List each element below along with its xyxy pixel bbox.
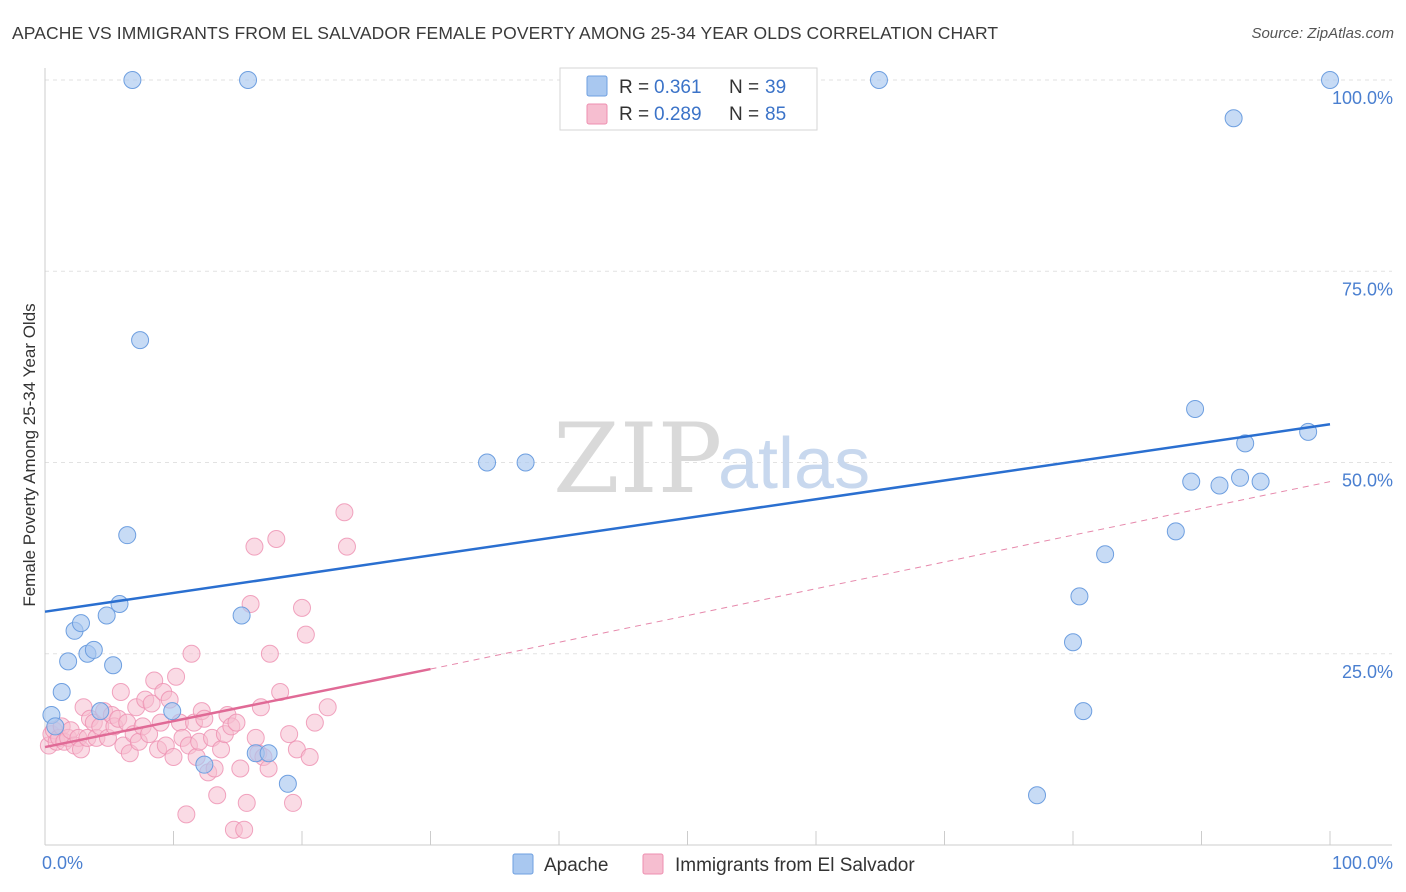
legend-apache-n-label: N = bbox=[729, 77, 759, 98]
legend-salv-n-value: 85 bbox=[765, 104, 786, 125]
salvador-point bbox=[293, 598, 311, 617]
correlation-legend: R = 0.361 N = 39 R = 0.289 N = 85 bbox=[559, 67, 818, 131]
apache-point bbox=[163, 702, 182, 721]
y-axis-label: Female Poverty Among 25-34 Year Olds bbox=[20, 303, 39, 606]
apache-point bbox=[1166, 522, 1185, 541]
apache-point bbox=[104, 656, 123, 675]
legend-apache-swatch bbox=[586, 75, 608, 97]
apache-point bbox=[278, 774, 297, 793]
salvador-point bbox=[337, 537, 356, 556]
chart-title: APACHE VS IMMIGRANTS FROM EL SALVADOR FE… bbox=[12, 23, 999, 43]
salvador-point bbox=[237, 793, 256, 812]
x-tick-label: 0.0% bbox=[42, 853, 83, 873]
apache-point bbox=[97, 606, 116, 625]
salvador-point bbox=[300, 748, 319, 767]
apache-point bbox=[259, 744, 278, 763]
bottom-legend-salv-swatch bbox=[642, 853, 664, 875]
apache-point bbox=[478, 453, 497, 472]
source-label: Source: ZipAtlas.com bbox=[1251, 25, 1394, 42]
legend-salv-r-label: R = bbox=[619, 104, 649, 125]
apache-point bbox=[232, 606, 251, 625]
apache-point bbox=[110, 595, 129, 614]
salvador-point bbox=[284, 793, 303, 812]
legend-apache-n-value: 39 bbox=[765, 77, 786, 98]
watermark: ZIP atlas bbox=[553, 403, 870, 515]
apache-point bbox=[1251, 472, 1270, 491]
salvador-point bbox=[305, 713, 324, 732]
apache-point bbox=[46, 717, 65, 736]
salvador-point bbox=[142, 694, 161, 713]
watermark-atlas: atlas bbox=[718, 424, 870, 504]
apache-trend-line bbox=[44, 423, 1331, 613]
apache-point bbox=[71, 614, 90, 633]
apache-point bbox=[118, 526, 137, 545]
apache-point bbox=[131, 331, 150, 350]
apache-point bbox=[1182, 472, 1201, 491]
bottom-legend-apache-label: Apache bbox=[544, 855, 608, 876]
legend-salv-r-value: 0.289 bbox=[654, 104, 702, 125]
salvador-point bbox=[208, 786, 227, 805]
apache-point bbox=[1070, 587, 1089, 606]
salvador-point bbox=[227, 713, 246, 732]
bottom-legend-salv-label: Immigrants from El Salvador bbox=[675, 855, 915, 876]
tick-labels: 25.0% 50.0% 75.0% 100.0% 0.0% 100.0% bbox=[42, 88, 1393, 873]
salvador-point bbox=[246, 728, 265, 747]
apache-point bbox=[1321, 71, 1339, 89]
apache-point bbox=[1064, 633, 1082, 652]
apache-point bbox=[84, 640, 103, 659]
y-tick-label: 100.0% bbox=[1332, 88, 1393, 108]
apache-point bbox=[1028, 786, 1047, 805]
salvador-trend-line bbox=[44, 667, 431, 749]
apache-point bbox=[239, 71, 258, 89]
salvador-point bbox=[335, 503, 354, 522]
salvador-point bbox=[296, 625, 315, 644]
apache-point bbox=[195, 755, 214, 774]
legend-salv-n-label: N = bbox=[729, 104, 759, 125]
salvador-point bbox=[235, 820, 254, 839]
apache-point bbox=[1074, 702, 1093, 721]
legend-apache-r-label: R = bbox=[619, 77, 649, 98]
salvador-point bbox=[182, 644, 201, 663]
apache-point bbox=[1224, 109, 1243, 128]
salvador-point bbox=[177, 805, 196, 824]
salvador-point bbox=[111, 683, 130, 701]
grid-lines bbox=[45, 79, 1392, 655]
salvador-point bbox=[245, 537, 264, 556]
y-tick-label: 75.0% bbox=[1342, 279, 1393, 299]
apache-point bbox=[91, 702, 110, 721]
apache-point bbox=[516, 453, 535, 472]
salvador-point bbox=[259, 759, 278, 778]
bottom-legend-apache-swatch bbox=[512, 853, 534, 875]
salvador-point bbox=[231, 759, 250, 778]
apache-point bbox=[59, 652, 78, 671]
apache-point bbox=[123, 71, 142, 89]
legend-apache-r-value: 0.361 bbox=[654, 77, 702, 98]
apache-point bbox=[869, 71, 888, 89]
salvador-point bbox=[260, 644, 279, 663]
salvador-point bbox=[167, 667, 186, 686]
salvador-point bbox=[164, 748, 183, 767]
apache-point bbox=[1210, 476, 1229, 495]
salvador-point bbox=[280, 725, 299, 744]
series-legend: Apache Immigrants from El Salvador bbox=[512, 853, 915, 876]
apache-point bbox=[1236, 434, 1255, 453]
watermark-zip: ZIP bbox=[553, 403, 722, 515]
apache-point bbox=[1186, 399, 1205, 418]
legend-salv-swatch bbox=[586, 103, 608, 125]
salvador-point bbox=[318, 698, 337, 717]
apache-point bbox=[1096, 545, 1115, 564]
y-tick-label: 50.0% bbox=[1342, 471, 1393, 491]
salvador-points bbox=[39, 503, 356, 839]
x-tick-label: 100.0% bbox=[1332, 853, 1393, 873]
y-tick-label: 25.0% bbox=[1342, 662, 1393, 682]
trend-lines bbox=[44, 423, 1331, 749]
salvador-point bbox=[267, 530, 286, 548]
salvador-point bbox=[212, 740, 231, 759]
apache-point bbox=[1231, 468, 1250, 487]
apache-points bbox=[42, 71, 1339, 805]
apache-point bbox=[52, 683, 71, 701]
